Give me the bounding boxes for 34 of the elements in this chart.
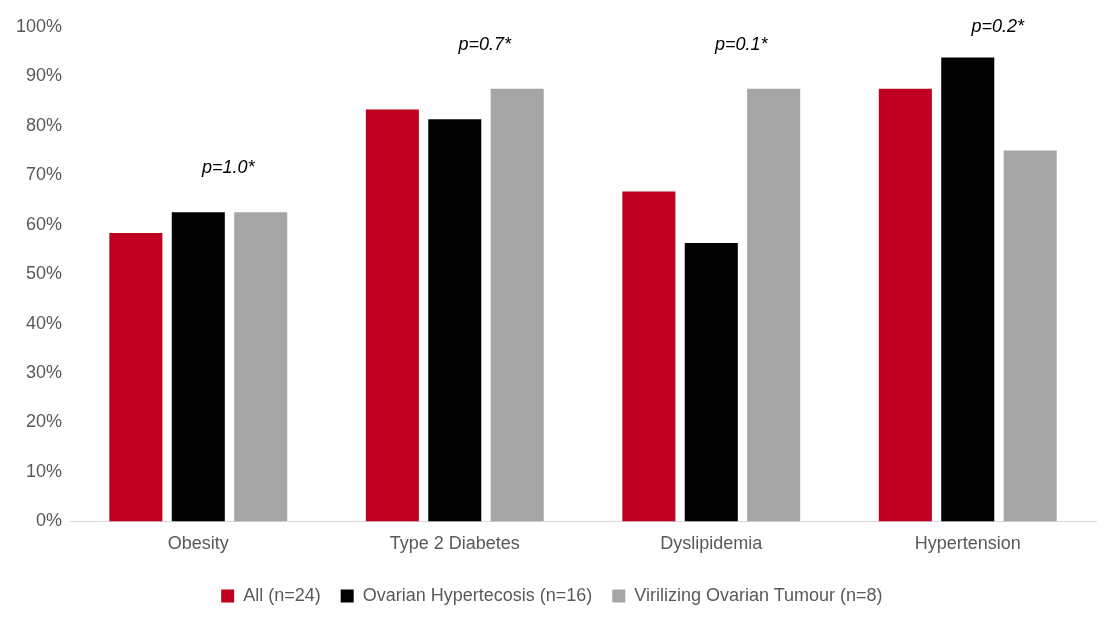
bar xyxy=(1003,150,1057,522)
bar xyxy=(622,191,676,522)
y-tick-label: 40% xyxy=(26,312,63,333)
bar xyxy=(941,57,995,522)
annotation: p=0.7* xyxy=(457,33,513,54)
x-tick-label: Type 2 Diabetes xyxy=(389,533,520,554)
legend-label: Virilizing Ovarian Tumour (n=8) xyxy=(634,584,883,605)
bar xyxy=(747,88,801,522)
x-tick-label: Obesity xyxy=(167,533,229,554)
y-tick-label: 80% xyxy=(26,114,63,135)
y-tick-label: 20% xyxy=(26,411,63,432)
bar xyxy=(684,242,738,522)
x-tick-label: Hypertension xyxy=(914,533,1021,554)
legend-label: All (n=24) xyxy=(243,584,321,605)
bar xyxy=(490,88,544,522)
x-tick-label: Dyslipidemia xyxy=(660,533,764,554)
annotation: p=0.1* xyxy=(713,33,769,54)
annotation: p=1.0* xyxy=(201,157,256,178)
y-tick-label: 70% xyxy=(26,164,63,185)
y-tick-label: 50% xyxy=(26,263,63,284)
y-tick-label: 10% xyxy=(26,460,63,481)
legend-label: Ovarian Hypertecosis (n=16) xyxy=(362,584,593,605)
bar xyxy=(428,119,482,522)
annotation: p=0.2* xyxy=(970,16,1026,36)
bar xyxy=(878,88,932,522)
y-tick-label: 60% xyxy=(26,213,63,234)
y-tick-label: 100% xyxy=(15,15,63,36)
bar xyxy=(234,212,288,522)
bar xyxy=(109,233,163,522)
y-tick-label: 0% xyxy=(36,510,63,531)
bar xyxy=(365,109,419,522)
y-tick-label: 30% xyxy=(26,361,63,382)
bar xyxy=(171,212,225,522)
y-tick-label: 90% xyxy=(26,65,63,86)
